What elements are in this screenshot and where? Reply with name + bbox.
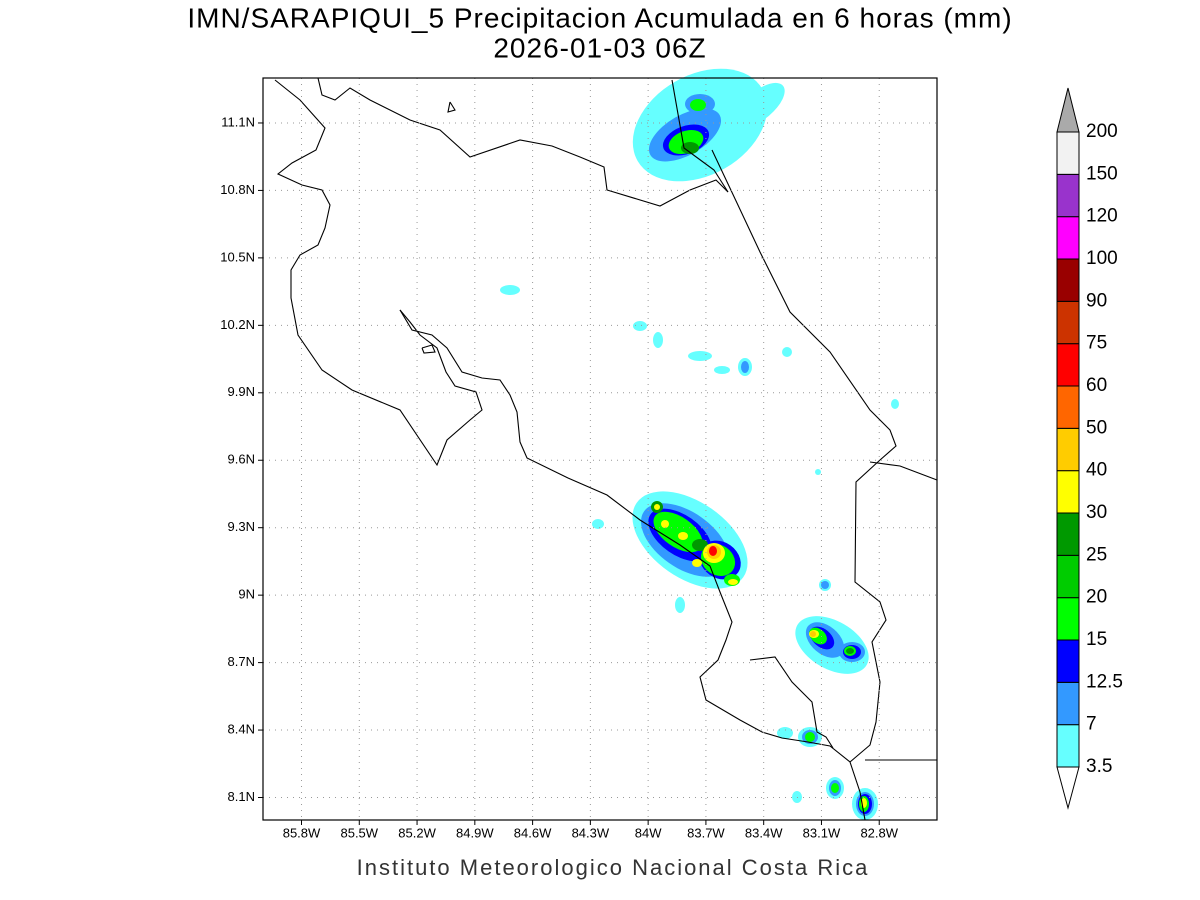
- colorbar-segment: [1056, 724, 1080, 768]
- colorbar-segment: [1056, 131, 1080, 175]
- y-tick-label: 10.2N: [220, 317, 255, 332]
- y-tick-label: 9N: [238, 587, 255, 602]
- colorbar-segment: [1056, 639, 1080, 683]
- colorbar-segment: [1056, 597, 1080, 641]
- colorbar-over: [1056, 87, 1080, 133]
- y-tick-label: 10.5N: [220, 249, 255, 264]
- colorbar-segment: [1056, 470, 1080, 514]
- colorbar-label: 60: [1086, 375, 1107, 396]
- colorbar-segment: [1056, 385, 1080, 429]
- axes: 85.8W 85.5W 85.2W 84.9W 84.6W 84.3W 84W 83.7W 83…: [220, 78, 937, 840]
- colorbar-label: 200: [1086, 121, 1118, 142]
- x-tick-label: 82.8W: [860, 825, 898, 840]
- colorbar-label: 7: [1086, 714, 1097, 735]
- x-tick-label: 85.5W: [340, 825, 378, 840]
- colorbar-label: 15: [1086, 629, 1107, 650]
- title: IMN/SARAPIQUI_5 Precipitacion Acumulada …: [187, 2, 1012, 33]
- colorbar-segment: [1056, 681, 1080, 726]
- precip-field: [500, 68, 899, 820]
- colorbar-segment: [1056, 512, 1080, 556]
- colorbar-under: [1056, 766, 1080, 810]
- colorbar-label: 50: [1086, 417, 1107, 438]
- colorbar-segment: [1056, 300, 1080, 345]
- colorbar-label: 75: [1086, 333, 1107, 354]
- colorbar-segment: [1056, 554, 1080, 599]
- y-tick-label: 8.7N: [228, 654, 255, 669]
- x-tick-label: 84.6W: [514, 825, 552, 840]
- credit: Instituto Meteorologico Nacional Costa R…: [357, 855, 870, 880]
- x-tick-label: 83.7W: [687, 825, 725, 840]
- colorbar-segment: [1056, 258, 1080, 302]
- colorbar-label: 100: [1086, 248, 1118, 269]
- colorbar-label: 3.5: [1086, 756, 1112, 777]
- x-tick-label: 85.8W: [283, 825, 321, 840]
- map-frame: [262, 77, 938, 821]
- y-tick-label: 9.3N: [228, 519, 255, 534]
- colorbar-label: 12.5: [1086, 671, 1123, 692]
- colorbar-label: 30: [1086, 502, 1107, 523]
- x-tick-label: 83.1W: [803, 825, 841, 840]
- colorbar-segment: [1056, 343, 1080, 387]
- x-tick-label: 83.4W: [745, 825, 783, 840]
- y-tick-label: 8.4N: [228, 721, 255, 736]
- colorbar-label: 20: [1086, 587, 1107, 608]
- x-tick-label: 84.3W: [572, 825, 610, 840]
- colorbar-label: 120: [1086, 206, 1118, 227]
- x-tick-label: 84W: [635, 825, 662, 840]
- subtitle: 2026-01-03 06Z: [493, 32, 706, 63]
- coastline: [274, 77, 938, 821]
- colorbar-label: 40: [1086, 460, 1107, 481]
- colorbar-label: 150: [1086, 163, 1118, 184]
- x-tick-label: 84.9W: [456, 825, 494, 840]
- y-tick-label: 9.6N: [228, 452, 255, 467]
- y-tick-label: 10.8N: [220, 182, 255, 197]
- colorbar: 3.5 7 12.5 15 20 25 30 40 50 60 75 90 100 120 150 200: [1056, 87, 1123, 810]
- colorbar-label: 25: [1086, 544, 1107, 565]
- colorbar-segment: [1056, 427, 1080, 472]
- colorbar-label: 90: [1086, 290, 1107, 311]
- y-tick-label: 8.1N: [228, 789, 255, 804]
- colorbar-segment: [1056, 216, 1080, 260]
- colorbar-segment: [1056, 173, 1080, 218]
- y-tick-label: 11.1N: [221, 114, 255, 129]
- x-tick-label: 85.2W: [398, 825, 436, 840]
- y-tick-label: 9.9N: [228, 384, 255, 399]
